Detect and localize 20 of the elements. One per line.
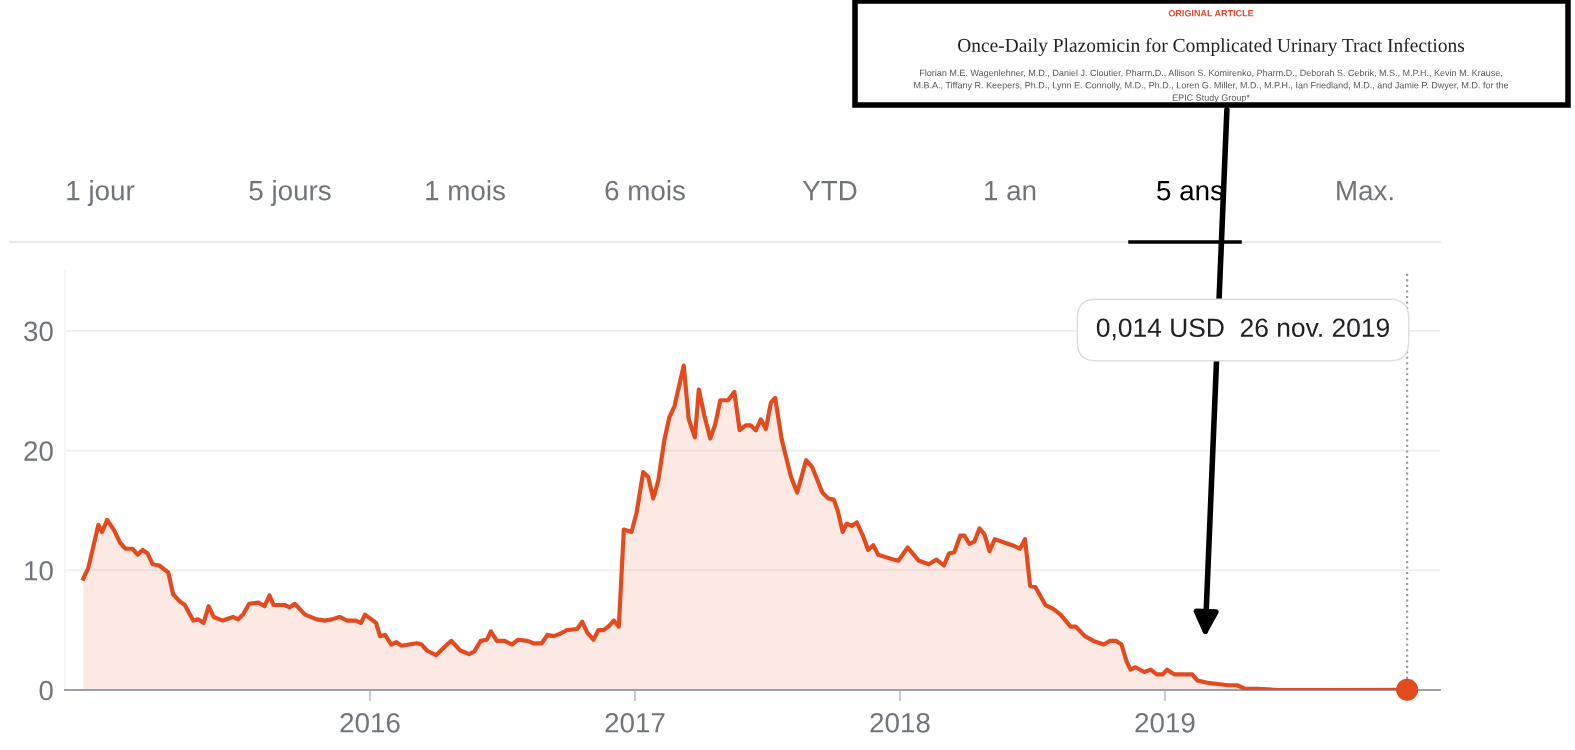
text: 6 mois — [605, 180, 685, 201]
text: Once-Daily Plazomicin for Complicated Urinary Tract Infections — [958, 38, 1465, 56]
y-tick-label: 0 — [39, 680, 53, 701]
y-tick-label: 20 — [24, 441, 53, 461]
text: 1 mois — [426, 180, 505, 201]
text: YTD — [802, 181, 857, 201]
text: 5 jours — [249, 180, 331, 206]
text: Max. — [1337, 181, 1393, 201]
y-tick-label: 30 — [24, 321, 53, 342]
text: ORIGINAL ARTICLE — [1168, 10, 1254, 17]
x-tick-label: 2017 — [605, 712, 665, 733]
text: 5 ans — [1157, 181, 1223, 201]
x-tick-label: 2016 — [340, 712, 400, 733]
text: 1 an — [985, 181, 1036, 201]
x-tick-label: 2019 — [1135, 712, 1195, 733]
y-tick-label: 10 — [25, 560, 53, 581]
x-tick-label: 2018 — [870, 712, 930, 733]
text: Florian M.E. Wagenlehner, M.D., Daniel J. Cloutier, Pharm.D., Allison S. Komirenko, Pharm.D., Deborah S. Cebrik, M.S., M.P.H., Kevin M. Krause, M.B.A., Tiffany R. Keepers, Ph.D., Lynn E. Connolly, M.D., Ph.D., Loren G. Miller, M.D., M.P.H., Ian Friedland, M.D., and Jamie P. Dwyer, M.D. for the EPIC Study Group* — [914, 69, 1509, 103]
annotation: 0,014 USD 26 nov. 2019 — [1096, 318, 1389, 341]
text: 1 jour — [67, 180, 135, 206]
